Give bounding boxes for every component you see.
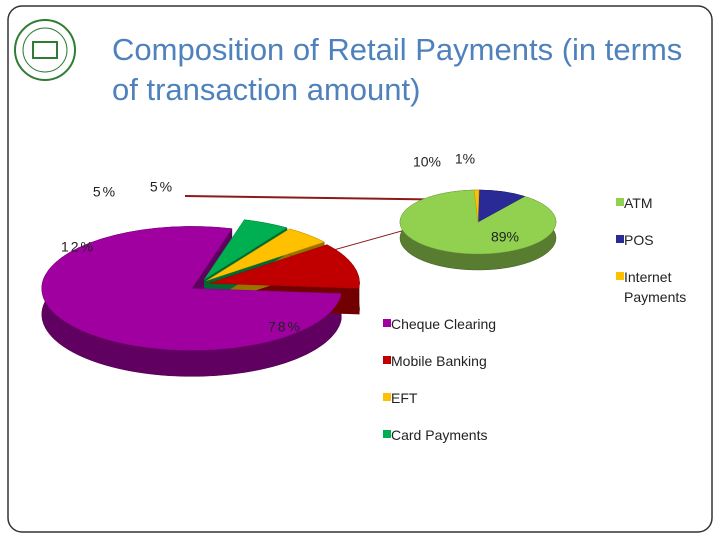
legend-label: ATM (624, 195, 653, 211)
legend-swatch (616, 235, 624, 243)
legend-label: Internet Payments (624, 269, 687, 305)
slide-frame (7, 5, 713, 533)
pie-slice (203, 219, 288, 280)
data-label: 10% (413, 154, 441, 170)
data-label: 12% (61, 239, 95, 255)
data-label: 1% (455, 151, 475, 167)
pie-slice (473, 189, 480, 223)
pie-slice (41, 226, 342, 351)
legend-label: EFT (391, 390, 418, 406)
logo (14, 19, 76, 81)
legend-swatch (383, 356, 391, 364)
data-label: 5% (93, 184, 117, 200)
legend-label: Mobile Banking (391, 353, 487, 369)
legend-swatch (616, 272, 624, 280)
legend-swatch (383, 393, 391, 401)
legend-label: POS (624, 232, 654, 248)
legend-label: Cheque Clearing (391, 316, 497, 332)
legend-swatch (383, 319, 391, 327)
pie-slice (206, 228, 325, 281)
pie-tops (41, 219, 360, 351)
pie-slice (209, 244, 360, 289)
data-label: 78% (268, 319, 302, 335)
data-label: 89% (491, 229, 519, 245)
chart-title: Composition of Retail Payments (in terms… (112, 32, 683, 107)
pie-tops (399, 189, 557, 255)
legend-swatch (616, 198, 624, 206)
legend-label: Card Payments (391, 427, 488, 443)
data-label: 5% (150, 179, 174, 195)
legend-swatch (383, 430, 391, 438)
